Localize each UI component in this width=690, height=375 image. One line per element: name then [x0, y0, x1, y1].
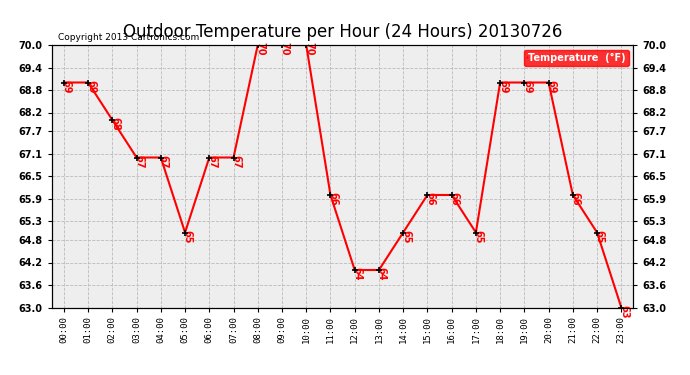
Text: 70: 70 — [279, 42, 290, 56]
Legend: Temperature  (°F): Temperature (°F) — [524, 50, 629, 66]
Text: 64: 64 — [353, 267, 362, 281]
Title: Outdoor Temperature per Hour (24 Hours) 20130726: Outdoor Temperature per Hour (24 Hours) … — [123, 22, 562, 40]
Text: 63: 63 — [619, 305, 629, 318]
Text: 66: 66 — [571, 192, 580, 206]
Text: 70: 70 — [255, 42, 266, 56]
Text: 65: 65 — [401, 230, 411, 243]
Text: 68: 68 — [110, 117, 120, 131]
Text: 67: 67 — [207, 155, 217, 168]
Text: 69: 69 — [546, 80, 556, 93]
Text: Copyright 2013 Cartronics.com: Copyright 2013 Cartronics.com — [57, 33, 199, 42]
Text: 69: 69 — [522, 80, 532, 93]
Text: 69: 69 — [61, 80, 72, 93]
Text: 66: 66 — [449, 192, 460, 206]
Text: 65: 65 — [473, 230, 484, 243]
Text: 67: 67 — [159, 155, 168, 168]
Text: 65: 65 — [595, 230, 605, 243]
Text: 66: 66 — [328, 192, 338, 206]
Text: 65: 65 — [183, 230, 193, 243]
Text: 66: 66 — [425, 192, 435, 206]
Text: 70: 70 — [304, 42, 314, 56]
Text: 67: 67 — [231, 155, 241, 168]
Text: 64: 64 — [377, 267, 386, 281]
Text: 69: 69 — [86, 80, 96, 93]
Text: 67: 67 — [135, 155, 144, 168]
Text: 69: 69 — [498, 80, 508, 93]
